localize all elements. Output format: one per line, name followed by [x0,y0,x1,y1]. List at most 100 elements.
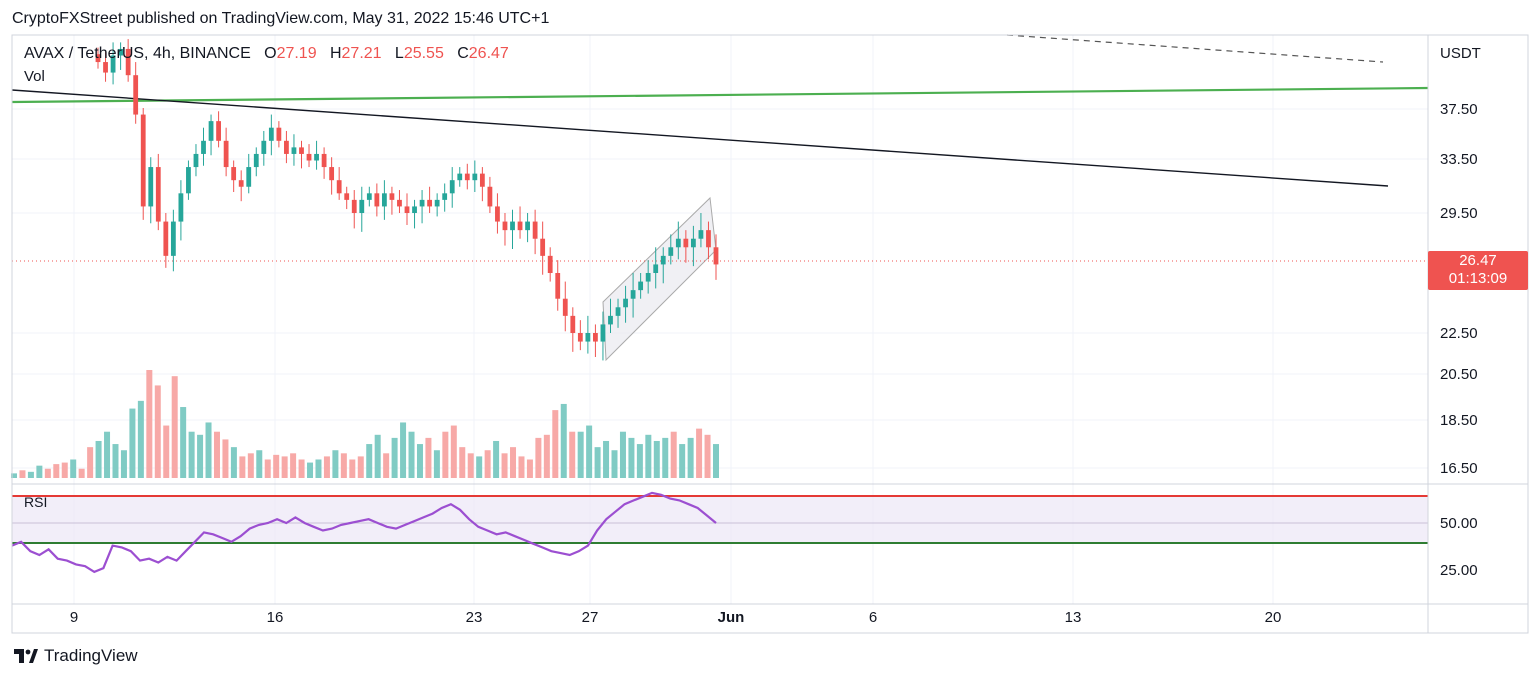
footer-brand[interactable]: TradingView [14,646,138,666]
volume-bar [670,431,677,478]
volume-bar [577,431,584,478]
y-axis-ticks: 37.50 33.50 29.50 22.50 20.50 18.50 16.50 [1440,101,1478,477]
volume-bar [104,431,111,478]
volume-label: Vol [24,68,45,85]
volume-bar [484,450,491,478]
candle-body [577,333,583,342]
volume-bar [704,434,711,478]
candle-body [464,173,470,181]
candle-body [615,307,621,316]
candle-body [532,221,538,239]
volume-bar [27,471,34,478]
volume-bar [273,454,280,478]
volume-bar [459,447,466,478]
candle-body [608,315,613,325]
candle-body [442,193,448,200]
volume-bar [264,459,271,478]
candle-body [547,255,553,273]
volume-bar [120,450,127,478]
candle-body [404,206,410,213]
candle-body [389,193,395,200]
candle-body [593,333,598,342]
candle-body [299,147,304,154]
candle-body [170,221,176,256]
close-label: C [457,45,469,62]
volume-bar [213,431,220,478]
currency-label: USDT [1440,45,1481,62]
volume-bar [290,453,297,478]
candle-body [140,114,146,207]
candle-body [419,199,425,207]
symbol-name: AVAX / TetherUS, 4h, BINANCE [24,45,251,62]
volume-bar [696,428,703,478]
candle-body [276,127,282,141]
candle-body [638,281,644,291]
rsi-tick-label: 50.00 [1440,515,1478,532]
volume-bar [281,456,288,478]
candle-body [284,140,289,154]
candle-body [457,173,463,181]
volume-bar [230,447,237,478]
rsi-label: RSI [24,494,48,510]
volume-bar [535,437,542,478]
publisher-header: CryptoFXStreet published on TradingView.… [12,10,550,27]
volume-bar [53,464,60,478]
rsi-line [11,491,717,574]
volume-bar [552,410,559,478]
volume-bar [400,422,407,478]
volume-bar [493,440,500,478]
volume-bar [518,456,525,478]
candle-body [502,221,508,231]
volume-bar [416,444,423,478]
volume-bar [450,425,457,478]
volume-bar [662,437,669,478]
volume-bar [687,437,694,478]
candle-body [261,140,267,154]
candle-body [208,121,214,141]
volume-bar [154,385,161,478]
volume-bar [61,462,68,478]
tradingview-logo-icon [14,649,38,663]
volume-bar [510,447,517,478]
volume-bar [315,459,322,478]
volume-bar [433,450,440,478]
candle-body [585,333,591,342]
volume-bar [594,447,601,478]
volume-bar [146,370,153,478]
volume-bar [349,459,356,478]
candle-body [306,153,312,161]
candle-body [555,273,561,299]
volume-bar [205,422,212,478]
volume-bar [180,407,187,478]
volume-bar [653,440,660,478]
candle-body [291,147,297,154]
candle-body [517,221,523,231]
candle-body [186,167,191,194]
x-tick-label: 27 [582,609,599,626]
volume-bar [340,453,347,478]
candle-body [344,193,350,200]
ascending-channel [602,196,717,362]
x-tick-label: 9 [70,609,78,626]
volume-bar [298,459,305,478]
y-tick-label: 33.50 [1440,151,1478,168]
candle-body [660,255,666,265]
dashed-trend-line [1006,34,1384,63]
symbol-legend: AVAX / TetherUS, 4h, BINANCE O27.19 H27.… [24,45,509,63]
volume-bar [307,462,314,478]
y-tick-label: 29.50 [1440,205,1478,222]
volume-bar [569,431,576,478]
x-tick-label: 6 [869,609,877,626]
candle-body [412,206,417,213]
candle-body [118,48,124,56]
candle-body [510,221,515,231]
green-trend-line [11,86,1429,104]
candle-body [231,167,237,181]
volume-bar [36,465,43,478]
rsi-axis-ticks: 50.00 25.00 [1440,515,1478,579]
volume-bar [442,431,449,478]
y-tick-label: 37.50 [1440,101,1478,118]
y-tick-label: 18.50 [1440,412,1478,429]
high-label: H [329,45,342,62]
